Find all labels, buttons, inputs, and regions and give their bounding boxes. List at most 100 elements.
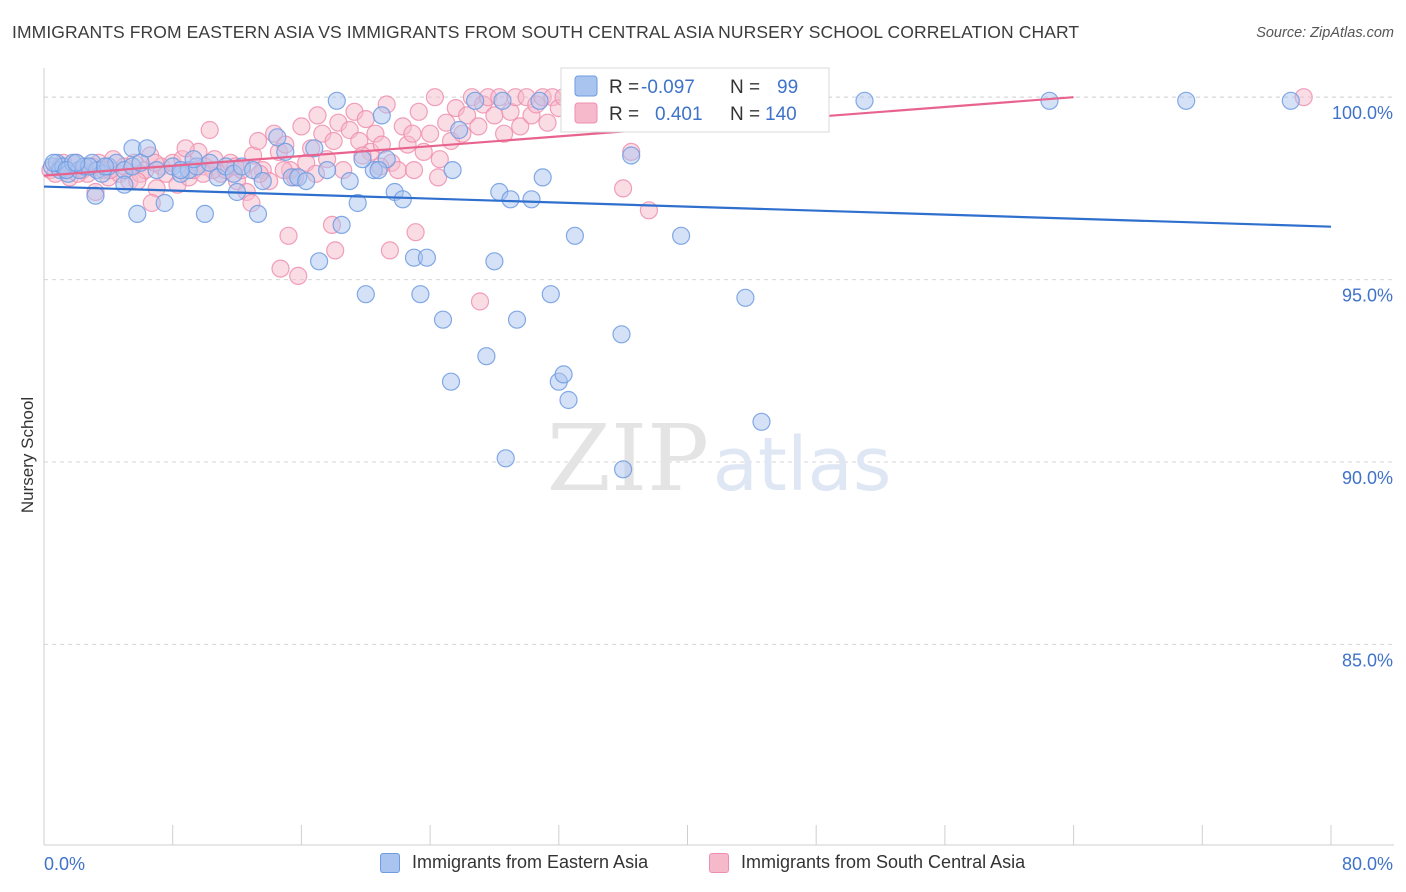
point-eastern-asia — [372, 106, 391, 125]
point-south-central-asia — [421, 124, 440, 143]
point-eastern-asia — [541, 285, 560, 304]
point-eastern-asia — [613, 460, 633, 479]
point-eastern-asia — [253, 172, 272, 191]
point-south-central-asia — [356, 109, 375, 129]
point-eastern-asia — [1177, 91, 1196, 110]
point-eastern-asia — [485, 252, 504, 271]
point-eastern-asia — [855, 91, 874, 110]
point-south-central-asia — [470, 292, 490, 311]
point-eastern-asia — [496, 449, 515, 468]
point-eastern-asia — [450, 120, 469, 140]
point-eastern-asia — [736, 288, 755, 307]
point-south-central-asia — [380, 241, 399, 260]
source-credit: Source: ZipAtlas.com — [1256, 25, 1394, 41]
point-eastern-asia — [530, 91, 549, 110]
point-south-central-asia — [271, 259, 290, 278]
point-eastern-asia — [501, 190, 520, 209]
stats-legend: R = -0.097 N = 99 R = 0.401 N = 140 — [560, 67, 830, 133]
point-eastern-asia — [310, 252, 329, 271]
point-eastern-asia — [554, 365, 573, 384]
series-legend-item-eastern-asia: Immigrants from Eastern Asia — [380, 852, 648, 873]
point-south-central-asia — [613, 179, 633, 198]
point-south-central-asia — [403, 124, 422, 143]
point-south-central-asia — [429, 168, 448, 187]
legend-n-value-eastern-asia: 99 — [777, 77, 798, 98]
point-eastern-asia — [433, 310, 453, 329]
point-eastern-asia — [559, 390, 578, 410]
point-eastern-asia — [86, 186, 105, 205]
legend-n-label-south-central-asia: N = — [730, 104, 760, 125]
point-eastern-asia — [147, 161, 166, 180]
point-eastern-asia — [305, 139, 324, 158]
y-tick-label: 100.0% — [1332, 103, 1393, 123]
point-eastern-asia — [443, 161, 462, 180]
legend-r-label-south-central-asia: R = — [609, 104, 639, 125]
point-south-central-asia — [469, 117, 488, 136]
x-tick-labels: 0.0% 80.0% — [44, 854, 1393, 874]
axes — [43, 68, 1394, 846]
point-eastern-asia — [752, 412, 771, 431]
point-eastern-asia — [248, 204, 268, 223]
trend-line-south-central-asia — [43, 96, 1074, 177]
point-eastern-asia — [441, 372, 461, 391]
watermark-zip: ZIP — [547, 405, 709, 512]
point-eastern-asia — [1281, 91, 1300, 110]
point-eastern-asia — [67, 153, 86, 172]
point-eastern-asia — [195, 204, 214, 223]
point-eastern-asia — [393, 190, 412, 209]
x-tick-label-max: 80.0% — [1342, 854, 1393, 874]
grid-lines — [44, 96, 1394, 645]
legend-swatch-eastern-asia — [574, 75, 598, 97]
series-legend-swatch-eastern-asia — [380, 852, 400, 873]
point-south-central-asia — [404, 161, 424, 180]
point-south-central-asia — [289, 266, 308, 285]
point-south-central-asia — [458, 106, 477, 125]
trend-line-eastern-asia — [43, 185, 1332, 228]
point-eastern-asia — [507, 310, 527, 329]
chart-title: IMMIGRANTS FROM EASTERN ASIA VS IMMIGRAN… — [12, 22, 1080, 42]
point-south-central-asia — [292, 117, 311, 136]
point-south-central-asia — [406, 223, 425, 242]
y-tick-label: 95.0% — [1342, 286, 1393, 306]
series-legend: Immigrants from Eastern Asia Immigrants … — [0, 852, 1406, 878]
legend-r-value-eastern-asia: -0.097 — [641, 77, 695, 98]
point-eastern-asia — [369, 161, 388, 180]
legend-r-label-eastern-asia: R = — [609, 77, 639, 98]
point-eastern-asia — [671, 226, 691, 245]
point-eastern-asia — [411, 285, 430, 304]
point-south-central-asia — [324, 131, 343, 151]
y-tick-label: 85.0% — [1342, 650, 1393, 670]
series-legend-swatch-south-central-asia — [709, 852, 729, 873]
watermark: ZIP atlas — [547, 405, 892, 512]
point-south-central-asia — [425, 88, 444, 107]
legend-swatch-south-central-asia — [574, 102, 598, 124]
point-eastern-asia — [565, 226, 585, 245]
trend-lines — [43, 96, 1332, 228]
point-south-central-asia — [308, 106, 327, 125]
y-tick-labels: 85.0% 90.0% 95.0% 100.0% — [1332, 103, 1393, 670]
point-south-central-asia — [279, 226, 298, 245]
legend-n-label-eastern-asia: N = — [730, 77, 760, 98]
point-eastern-asia — [612, 325, 631, 344]
series-legend-item-south-central-asia: Immigrants from South Central Asia — [709, 852, 1025, 873]
point-eastern-asia — [268, 128, 287, 147]
point-eastern-asia — [477, 347, 496, 366]
point-eastern-asia — [1040, 91, 1059, 110]
point-eastern-asia — [493, 91, 512, 110]
point-eastern-asia — [417, 248, 436, 267]
point-south-central-asia — [248, 131, 268, 151]
point-eastern-asia — [622, 146, 641, 165]
point-eastern-asia — [522, 190, 541, 209]
point-south-central-asia — [430, 150, 449, 169]
point-eastern-asia — [466, 91, 485, 110]
point-eastern-asia — [155, 193, 174, 213]
legend-n-value-south-central-asia: 140 — [765, 104, 797, 125]
point-south-central-asia — [200, 120, 219, 140]
point-eastern-asia — [327, 91, 346, 110]
stats-legend-frame — [560, 67, 830, 133]
point-eastern-asia — [353, 150, 372, 169]
point-south-central-asia — [326, 241, 345, 260]
point-south-central-asia — [538, 113, 557, 132]
point-eastern-asia — [340, 172, 359, 191]
